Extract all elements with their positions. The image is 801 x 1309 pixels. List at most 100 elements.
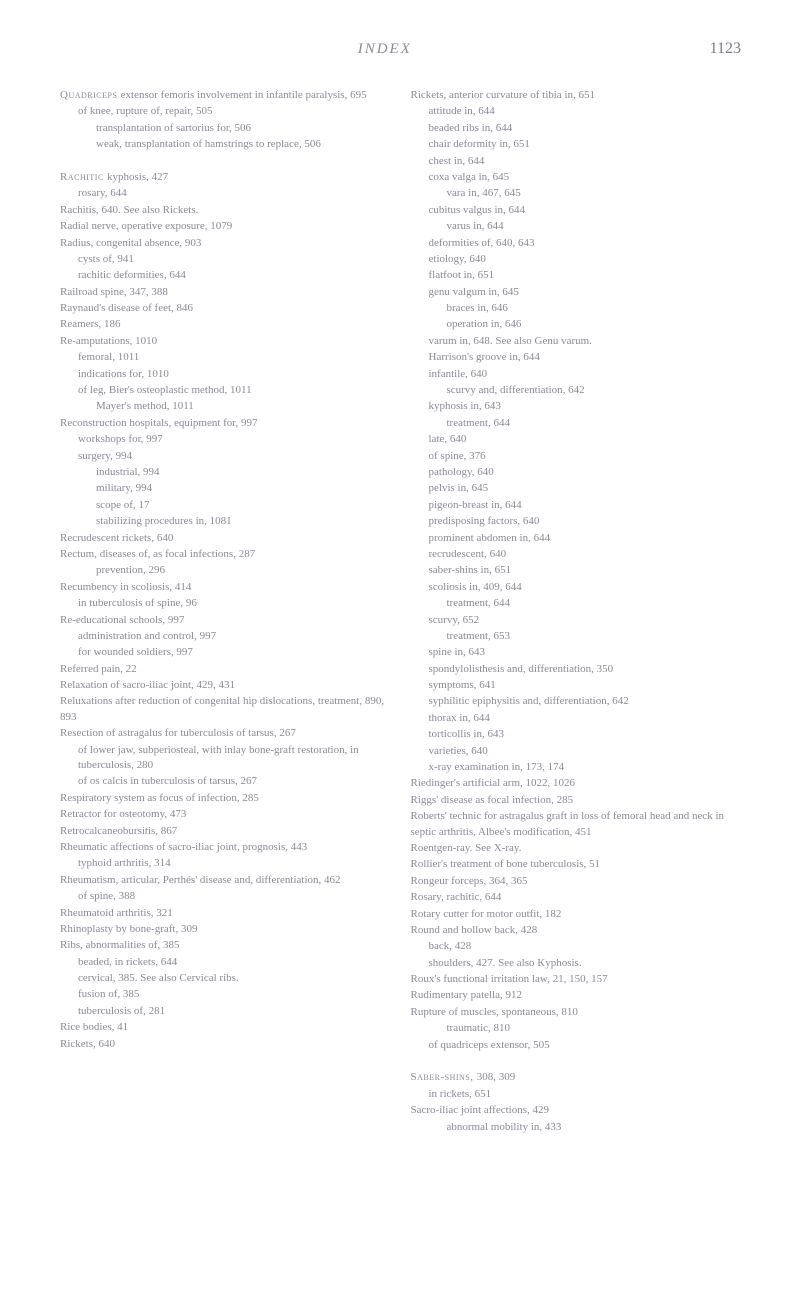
index-entry: Rheumatic affections of sacro-iliac join… — [60, 840, 391, 855]
index-entry: Resection of astragalus for tuberculosis… — [60, 726, 391, 741]
index-entry: Saber-shins, 308, 309 — [411, 1070, 742, 1085]
index-entry: stabilizing procedures in, 1081 — [60, 514, 391, 529]
index-entry: Rice bodies, 41 — [60, 1020, 391, 1035]
index-entry: etiology, 640 — [411, 252, 742, 267]
right-column: Rickets, anterior curvature of tibia in,… — [411, 88, 742, 1136]
index-entry: braces in, 646 — [411, 301, 742, 316]
index-entry: of leg, Bier's osteoplastic method, 1011 — [60, 383, 391, 398]
index-columns: Quadriceps extensor femoris involvement … — [60, 88, 741, 1136]
index-entry: scoliosis in, 409, 644 — [411, 580, 742, 595]
index-entry: Railroad spine, 347, 388 — [60, 285, 391, 300]
index-entry: flatfoot in, 651 — [411, 268, 742, 283]
index-entry: attitude in, 644 — [411, 104, 742, 119]
index-entry: rachitic deformities, 644 — [60, 268, 391, 283]
index-entry: varieties, 640 — [411, 744, 742, 759]
index-entry: Relaxation of sacro-iliac joint, 429, 43… — [60, 678, 391, 693]
index-entry: Rheumatism, articular, Perthés' disease … — [60, 873, 391, 888]
index-entry: weak, transplantation of hamstrings to r… — [60, 137, 391, 152]
index-entry — [60, 154, 391, 169]
index-entry: in tuberculosis of spine, 96 — [60, 596, 391, 611]
index-entry: prominent abdomen in, 644 — [411, 531, 742, 546]
page-header: INDEX 1123 — [60, 40, 741, 58]
index-entry: Reluxations after reduction of congenita… — [60, 694, 391, 725]
index-entry: Referred pain, 22 — [60, 662, 391, 677]
index-entry: spondylolisthesis and, differentiation, … — [411, 662, 742, 677]
index-entry: Re-amputations, 1010 — [60, 334, 391, 349]
index-entry: transplantation of sartorius for, 506 — [60, 121, 391, 136]
index-entry: genu valgum in, 645 — [411, 285, 742, 300]
index-entry: Rollier's treatment of bone tuberculosis… — [411, 857, 742, 872]
index-entry: Rectum, diseases of, as focal infections… — [60, 547, 391, 562]
index-entry: Rheumatoid arthritis, 321 — [60, 906, 391, 921]
index-entry: Recumbency in scoliosis, 414 — [60, 580, 391, 595]
header-title: INDEX — [358, 41, 412, 58]
index-entry: scurvy and, differentiation, 642 — [411, 383, 742, 398]
index-entry: Retrocalcaneobursitis, 867 — [60, 824, 391, 839]
index-entry: treatment, 644 — [411, 596, 742, 611]
index-entry: in rickets, 651 — [411, 1087, 742, 1102]
index-entry: Round and hollow back, 428 — [411, 923, 742, 938]
index-entry: Rachitic kyphosis, 427 — [60, 170, 391, 185]
index-entry: x-ray examination in, 173, 174 — [411, 760, 742, 775]
index-entry: industrial, 994 — [60, 465, 391, 480]
index-entry: of quadriceps extensor, 505 — [411, 1038, 742, 1053]
index-entry: predisposing factors, 640 — [411, 514, 742, 529]
index-entry: kyphosis in, 643 — [411, 399, 742, 414]
index-entry: thorax in, 644 — [411, 711, 742, 726]
index-entry: shoulders, 427. See also Kyphosis. — [411, 956, 742, 971]
index-entry: beaded ribs in, 644 — [411, 121, 742, 136]
index-entry: Harrison's groove in, 644 — [411, 350, 742, 365]
index-entry: indications for, 1010 — [60, 367, 391, 382]
index-entry: Radius, congenital absence, 903 — [60, 236, 391, 251]
index-entry: workshops for, 997 — [60, 432, 391, 447]
index-entry: cubitus valgus in, 644 — [411, 203, 742, 218]
index-entry: beaded, in rickets, 644 — [60, 955, 391, 970]
index-entry: surgery, 994 — [60, 449, 391, 464]
index-entry: chest in, 644 — [411, 154, 742, 169]
index-entry: of knee, rupture of, repair, 505 — [60, 104, 391, 119]
index-entry: treatment, 644 — [411, 416, 742, 431]
index-entry: back, 428 — [411, 939, 742, 954]
index-entry: cervical, 385. See also Cervical ribs. — [60, 971, 391, 986]
index-entry: coxa valga in, 645 — [411, 170, 742, 185]
index-entry: Rupture of muscles, spontaneous, 810 — [411, 1005, 742, 1020]
index-entry: for wounded soldiers, 997 — [60, 645, 391, 660]
index-entry: Rosary, rachitic, 644 — [411, 890, 742, 905]
index-entry: femoral, 1011 — [60, 350, 391, 365]
index-entry: Recrudescent rickets, 640 — [60, 531, 391, 546]
index-entry: infantile, 640 — [411, 367, 742, 382]
index-entry: Riedinger's artificial arm, 1022, 1026 — [411, 776, 742, 791]
index-entry: syphilitic epiphysitis and, differentiat… — [411, 694, 742, 709]
index-entry: treatment, 653 — [411, 629, 742, 644]
index-entry: prevention, 296 — [60, 563, 391, 578]
index-entry: Rickets, anterior curvature of tibia in,… — [411, 88, 742, 103]
index-entry: saber-shins in, 651 — [411, 563, 742, 578]
index-entry: military, 994 — [60, 481, 391, 496]
index-entry: Reconstruction hospitals, equipment for,… — [60, 416, 391, 431]
index-entry: deformities of, 640, 643 — [411, 236, 742, 251]
index-entry: Roux's functional irritation law, 21, 15… — [411, 972, 742, 987]
index-entry: Retractor for osteotomy, 473 — [60, 807, 391, 822]
index-entry: Roentgen-ray. See X-ray. — [411, 841, 742, 856]
index-entry: recrudescent, 640 — [411, 547, 742, 562]
index-entry: Mayer's method, 1011 — [60, 399, 391, 414]
index-entry: Rickets, 640 — [60, 1037, 391, 1052]
page-number: 1123 — [710, 40, 741, 58]
index-entry: Raynaud's disease of feet, 846 — [60, 301, 391, 316]
index-entry — [411, 1054, 742, 1069]
index-entry: pigeon-breast in, 644 — [411, 498, 742, 513]
index-entry: varum in, 648. See also Genu varum. — [411, 334, 742, 349]
index-entry: abnormal mobility in, 433 — [411, 1120, 742, 1135]
index-entry: administration and control, 997 — [60, 629, 391, 644]
index-entry: chair deformity in, 651 — [411, 137, 742, 152]
index-entry: Rotary cutter for motor outfit, 182 — [411, 907, 742, 922]
index-entry: Rongeur forceps, 364, 365 — [411, 874, 742, 889]
index-entry: Rhinoplasty by bone-graft, 309 — [60, 922, 391, 937]
index-entry: spine in, 643 — [411, 645, 742, 660]
index-entry: Quadriceps extensor femoris involvement … — [60, 88, 391, 103]
index-entry: Re-educational schools, 997 — [60, 613, 391, 628]
index-entry: Ribs, abnormalities of, 385 — [60, 938, 391, 953]
index-entry: Roberts' technic for astragalus graft in… — [411, 809, 742, 840]
index-entry: scurvy, 652 — [411, 613, 742, 628]
index-entry: scope of, 17 — [60, 498, 391, 513]
